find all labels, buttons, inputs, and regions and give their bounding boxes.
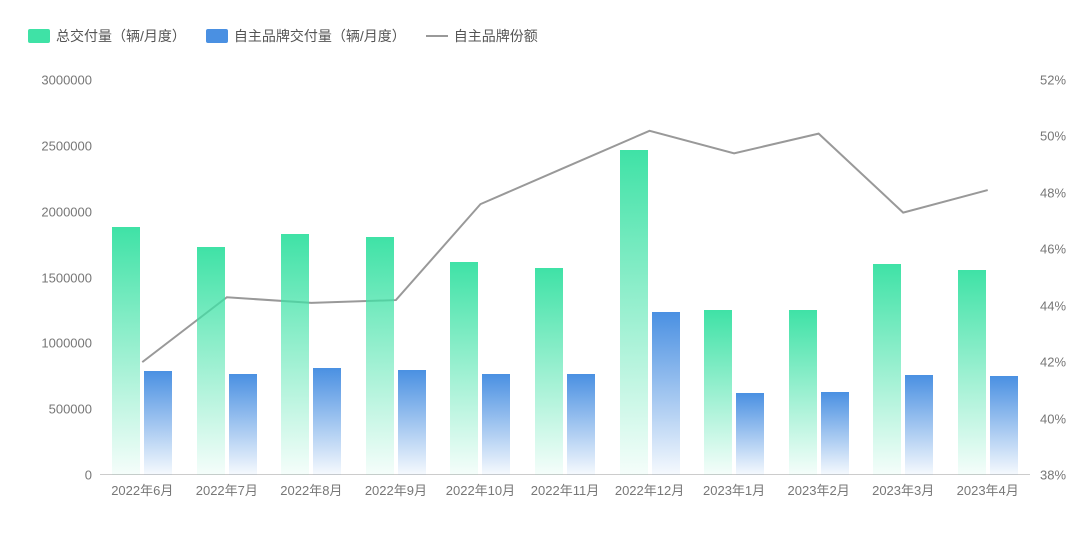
- bar-own: [990, 376, 1018, 475]
- y-right-tick-label: 48%: [1040, 185, 1066, 200]
- x-tick-label: 2022年11月: [531, 480, 599, 499]
- chart-container: 总交付量（辆/月度） 自主品牌交付量（辆/月度） 自主品牌份额 05000001…: [0, 0, 1080, 546]
- plot-area: 0500000100000015000002000000250000030000…: [100, 80, 1030, 475]
- legend-label-own: 自主品牌交付量（辆/月度）: [234, 26, 406, 46]
- legend-swatch-own: [206, 29, 228, 43]
- bar-total: [873, 264, 901, 475]
- x-tick-label: 2022年12月: [615, 480, 684, 499]
- y-right-tick-label: 40%: [1040, 411, 1066, 426]
- x-tick-label: 2022年8月: [280, 480, 342, 499]
- y-left-tick-label: 2500000: [41, 138, 92, 153]
- bar-total: [197, 247, 225, 475]
- y-right-tick-label: 42%: [1040, 355, 1066, 370]
- bar-own: [144, 371, 172, 475]
- y-right-tick-label: 52%: [1040, 73, 1066, 88]
- x-tick-label: 2023年1月: [703, 480, 765, 499]
- bar-total: [535, 268, 563, 475]
- y-left-tick-label: 1500000: [41, 270, 92, 285]
- bar-total: [450, 262, 478, 475]
- y-right-tick-label: 50%: [1040, 129, 1066, 144]
- legend-label-total: 总交付量（辆/月度）: [56, 26, 186, 46]
- bar-total: [112, 227, 140, 475]
- y-right-tick-label: 38%: [1040, 468, 1066, 483]
- y-left-tick-label: 2000000: [41, 204, 92, 219]
- bar-own: [905, 375, 933, 475]
- legend-item-total: 总交付量（辆/月度）: [28, 26, 186, 46]
- bar-own: [398, 370, 426, 475]
- x-tick-label: 2023年2月: [788, 480, 850, 499]
- bar-total: [366, 237, 394, 475]
- x-tick-label: 2023年4月: [957, 480, 1019, 499]
- legend-swatch-total: [28, 29, 50, 43]
- x-tick-label: 2022年10月: [446, 480, 515, 499]
- legend-label-share: 自主品牌份额: [454, 26, 538, 46]
- bar-own: [821, 392, 849, 475]
- legend-item-own: 自主品牌交付量（辆/月度）: [206, 26, 406, 46]
- bar-total: [958, 270, 986, 475]
- x-tick-label: 2022年6月: [111, 480, 173, 499]
- legend-item-share: 自主品牌份额: [426, 26, 538, 46]
- bar-own: [482, 374, 510, 475]
- bar-own: [736, 393, 764, 475]
- bar-own: [229, 374, 257, 475]
- bar-own: [313, 368, 341, 475]
- legend: 总交付量（辆/月度） 自主品牌交付量（辆/月度） 自主品牌份额: [28, 26, 538, 46]
- bar-own: [567, 374, 595, 475]
- bar-total: [281, 234, 309, 475]
- x-tick-label: 2023年3月: [872, 480, 934, 499]
- bar-total: [704, 310, 732, 475]
- y-left-tick-label: 0: [85, 468, 92, 483]
- bar-total: [620, 150, 648, 475]
- y-right-tick-label: 44%: [1040, 298, 1066, 313]
- y-left-tick-label: 500000: [49, 402, 92, 417]
- x-tick-label: 2022年7月: [196, 480, 258, 499]
- bar-total: [789, 310, 817, 475]
- bar-own: [652, 312, 680, 475]
- y-right-tick-label: 46%: [1040, 242, 1066, 257]
- line-share: [142, 131, 987, 362]
- legend-line-share: [426, 35, 448, 37]
- y-left-tick-label: 1000000: [41, 336, 92, 351]
- x-tick-label: 2022年9月: [365, 480, 427, 499]
- y-left-tick-label: 3000000: [41, 73, 92, 88]
